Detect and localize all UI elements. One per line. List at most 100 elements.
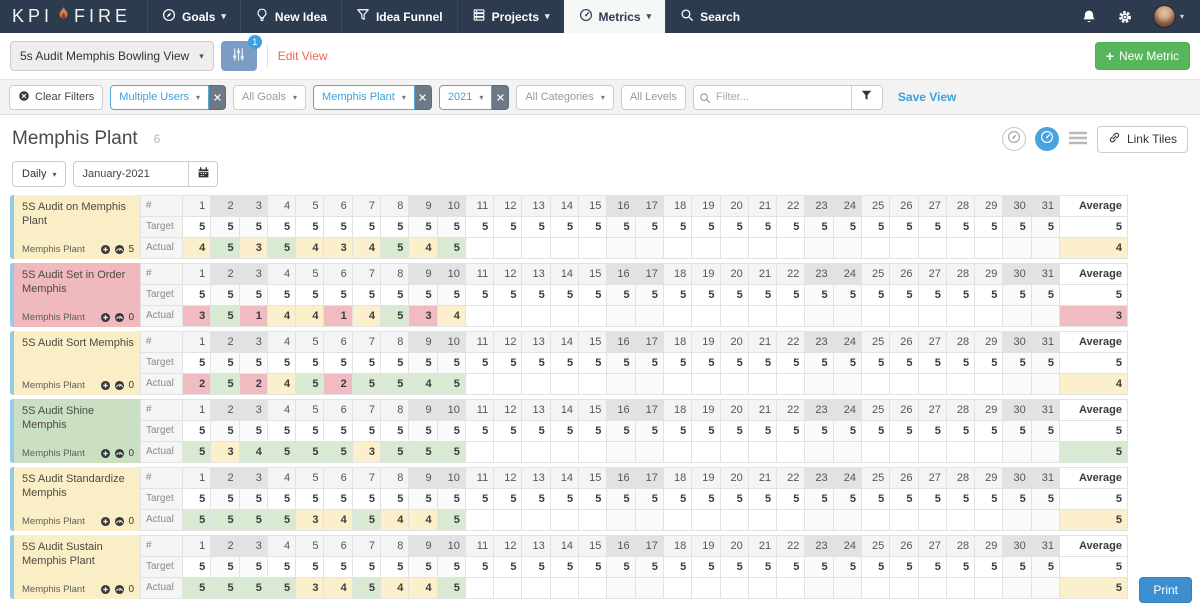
target-cell[interactable]: 5 [833, 353, 862, 374]
actual-cell[interactable]: 4 [409, 238, 438, 259]
filter-select-value[interactable]: Multiple Users ▾ [110, 84, 209, 110]
actual-cell[interactable] [1003, 578, 1032, 599]
all-levels-button[interactable]: All Levels [620, 84, 686, 110]
remove-filter-button[interactable] [492, 84, 510, 110]
actual-cell[interactable] [918, 578, 947, 599]
actual-cell[interactable] [663, 578, 693, 599]
actual-cell[interactable] [635, 306, 664, 327]
metric-tile[interactable]: 5S Audit Standardize Memphis Memphis Plan… [10, 467, 140, 531]
actual-cell[interactable]: 2 [324, 374, 353, 395]
actual-cell[interactable] [550, 306, 580, 327]
actual-cell[interactable] [975, 238, 1004, 259]
actual-cell[interactable] [522, 510, 551, 531]
target-cell[interactable]: 5 [833, 285, 862, 306]
actual-cell[interactable] [663, 238, 693, 259]
actual-cell[interactable] [975, 510, 1004, 531]
target-cell[interactable]: 5 [550, 489, 580, 510]
target-cell[interactable]: 5 [607, 557, 636, 578]
target-cell[interactable]: 5 [437, 489, 466, 510]
actual-cell[interactable] [635, 442, 664, 463]
actual-cell[interactable]: 4 [381, 578, 410, 599]
actual-cell[interactable] [861, 374, 891, 395]
actual-cell[interactable] [720, 238, 749, 259]
actual-cell[interactable] [918, 442, 947, 463]
target-cell[interactable]: 5 [607, 285, 636, 306]
target-cell[interactable]: 5 [352, 557, 382, 578]
target-cell[interactable]: 5 [465, 353, 495, 374]
actual-cell[interactable] [805, 306, 834, 327]
target-cell[interactable]: 5 [296, 421, 325, 442]
actual-cell[interactable] [805, 238, 834, 259]
target-cell[interactable]: 5 [1031, 217, 1060, 238]
actual-cell[interactable] [692, 578, 721, 599]
actual-cell[interactable]: 3 [409, 306, 438, 327]
actual-cell[interactable] [465, 442, 495, 463]
actual-cell[interactable]: 5 [211, 374, 240, 395]
target-cell[interactable]: 5 [946, 353, 976, 374]
target-cell[interactable]: 5 [918, 421, 947, 442]
target-cell[interactable]: 5 [267, 285, 297, 306]
target-cell[interactable]: 5 [381, 285, 410, 306]
actual-cell[interactable]: 5 [296, 442, 325, 463]
actual-cell[interactable]: 3 [296, 510, 325, 531]
target-cell[interactable]: 5 [918, 285, 947, 306]
actual-cell[interactable] [833, 238, 862, 259]
actual-cell[interactable] [522, 578, 551, 599]
target-cell[interactable]: 5 [861, 217, 891, 238]
target-cell[interactable]: 5 [437, 217, 466, 238]
actual-cell[interactable] [635, 374, 664, 395]
actual-cell[interactable] [550, 238, 580, 259]
actual-cell[interactable]: 2 [183, 374, 212, 395]
actual-cell[interactable]: 5 [381, 442, 410, 463]
actual-cell[interactable] [607, 442, 636, 463]
calendar-button[interactable] [188, 161, 219, 187]
gauge-mini-icon[interactable] [114, 380, 125, 391]
actual-cell[interactable] [748, 238, 778, 259]
target-cell[interactable]: 5 [805, 217, 834, 238]
target-cell[interactable]: 5 [748, 285, 778, 306]
app-logo[interactable]: KPI FIRE [0, 0, 147, 33]
actual-cell[interactable] [635, 578, 664, 599]
actual-cell[interactable] [494, 510, 523, 531]
target-cell[interactable]: 5 [296, 285, 325, 306]
actual-cell[interactable] [777, 442, 806, 463]
target-cell[interactable]: 5 [550, 285, 580, 306]
actual-cell[interactable]: 5 [352, 510, 382, 531]
add-circle-icon[interactable] [100, 380, 111, 391]
actual-cell[interactable]: 5 [211, 578, 240, 599]
actual-cell[interactable] [465, 510, 495, 531]
target-cell[interactable]: 5 [550, 217, 580, 238]
actual-cell[interactable] [579, 578, 608, 599]
target-cell[interactable]: 5 [975, 421, 1004, 442]
metric-tile[interactable]: 5S Audit Sustain Memphis Plant Memphis Pl… [10, 535, 140, 599]
target-cell[interactable]: 5 [437, 557, 466, 578]
target-cell[interactable]: 5 [918, 217, 947, 238]
target-cell[interactable]: 5 [890, 217, 919, 238]
target-cell[interactable]: 5 [748, 421, 778, 442]
filter-select-value[interactable]: All Goals ▾ [233, 84, 307, 110]
actual-cell[interactable] [918, 510, 947, 531]
actual-cell[interactable] [522, 306, 551, 327]
actual-cell[interactable] [579, 442, 608, 463]
target-cell[interactable]: 5 [861, 285, 891, 306]
nav-item-idea-funnel[interactable]: Idea Funnel [340, 0, 457, 33]
actual-cell[interactable] [522, 442, 551, 463]
actual-cell[interactable] [494, 578, 523, 599]
actual-cell[interactable] [861, 510, 891, 531]
actual-cell[interactable]: 1 [324, 306, 353, 327]
target-cell[interactable]: 5 [267, 421, 297, 442]
target-cell[interactable]: 5 [267, 489, 297, 510]
actual-cell[interactable]: 5 [183, 578, 212, 599]
actual-cell[interactable]: 4 [296, 306, 325, 327]
target-cell[interactable]: 5 [777, 421, 806, 442]
actual-cell[interactable] [692, 442, 721, 463]
target-cell[interactable]: 5 [579, 285, 608, 306]
target-cell[interactable]: 5 [833, 557, 862, 578]
target-cell[interactable]: 5 [579, 217, 608, 238]
target-cell[interactable]: 5 [494, 285, 523, 306]
target-cell[interactable]: 5 [409, 285, 438, 306]
actual-cell[interactable]: 5 [409, 442, 438, 463]
actual-cell[interactable]: 5 [437, 442, 466, 463]
actual-cell[interactable] [805, 578, 834, 599]
target-cell[interactable]: 5 [1003, 557, 1032, 578]
